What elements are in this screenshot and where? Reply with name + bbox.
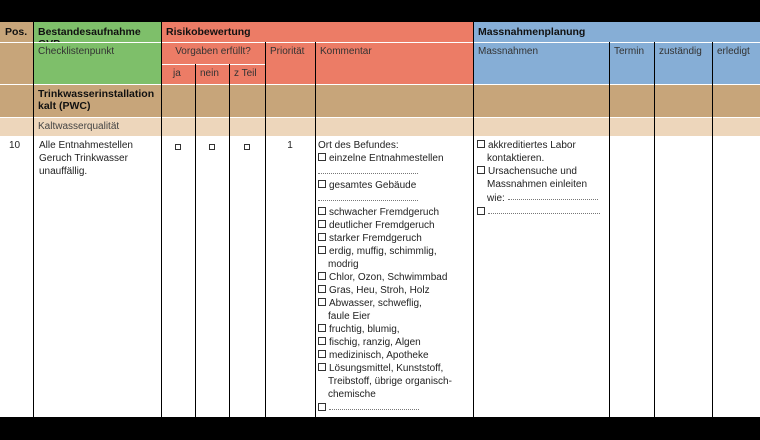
checkbox-icon [318, 272, 326, 280]
comment-item[interactable]: Lösungsmittel, Kunststoff, [318, 362, 473, 375]
checklistenpunkt-header: Checklistenpunkt [33, 42, 161, 84]
measure-item[interactable] [477, 205, 609, 219]
comment-item[interactable]: schwacher Fremdgeruch [318, 206, 473, 219]
comment-blank [318, 192, 473, 206]
checkbox-icon [318, 220, 326, 228]
blank-line [507, 191, 598, 200]
erledigt-header: erledigt [712, 42, 760, 84]
checkbox-icon [318, 233, 326, 241]
col-divider [654, 42, 655, 417]
checklist-table: Pos. Bestandesaufnahme GVP Risikobewertu… [0, 22, 760, 417]
comment-item[interactable]: erdig, muffig, schimmlig, [318, 245, 473, 258]
col-divider [609, 42, 610, 417]
ja-checkbox[interactable] [175, 144, 181, 150]
nein-header: nein [195, 64, 229, 84]
comment-cont: Treibstoff, übrige organisch- [328, 376, 452, 387]
checkbox-icon [318, 298, 326, 306]
zustaendig-header: zuständig [654, 42, 712, 84]
checkbox-icon [318, 246, 326, 254]
comment-cont: faule Eier [328, 311, 371, 322]
measures-block: akkreditiertes Labor kontaktieren. Ursac… [477, 139, 609, 219]
checkbox-icon [318, 337, 326, 345]
ja-header: ja [161, 64, 195, 84]
checkbox-icon [477, 166, 485, 174]
blank-line [488, 205, 600, 214]
subsection-separator [0, 136, 760, 137]
comment-cont: modrig [328, 259, 359, 270]
vorgaben-separator [161, 64, 265, 65]
blank-line [318, 165, 418, 174]
row-pos: 10 [9, 140, 21, 151]
comment-item[interactable]: fruchtig, blumig, [318, 323, 473, 336]
zteil-header: z Teil [229, 64, 265, 84]
col-divider [265, 42, 266, 417]
massnahmenplanung-header: Massnahmenplanung [473, 22, 760, 42]
measure-cont: kontaktieren. [487, 153, 545, 164]
comment-item[interactable]: medizinisch, Apotheke [318, 349, 473, 362]
col-divider [712, 42, 713, 417]
header-separator [0, 42, 760, 43]
comment-block: Ort des Befundes: einzelne Entnahmestell… [318, 139, 473, 415]
checkbox-icon [477, 207, 485, 215]
section-row [0, 84, 760, 117]
measure-cont: wie: [477, 191, 609, 205]
termin-header: Termin [609, 42, 654, 84]
checkbox-icon [318, 350, 326, 358]
measure-item[interactable]: akkreditiertes Labor [477, 139, 609, 152]
comment-item[interactable]: gesamtes Gebäude [318, 179, 473, 192]
checkbox-icon [318, 285, 326, 293]
row-priority: 1 [287, 140, 293, 151]
section-separator [0, 117, 760, 118]
comment-blank [318, 165, 473, 179]
zteil-checkbox[interactable] [244, 144, 250, 150]
nein-checkbox[interactable] [209, 144, 215, 150]
checkbox-icon [318, 324, 326, 332]
col-divider [473, 22, 474, 417]
col-divider [33, 22, 34, 417]
col-divider [315, 42, 316, 417]
bestandesaufnahme-header: Bestandesaufnahme GVP [33, 22, 161, 42]
comment-item[interactable]: einzelne Entnahmestellen [318, 152, 473, 165]
comment-item[interactable]: Chlor, Ozon, Schwimmbad [318, 271, 473, 284]
col-divider [161, 22, 162, 417]
comment-item[interactable]: deutlicher Fremdgeruch [318, 219, 473, 232]
comment-item[interactable]: Gras, Heu, Stroh, Holz [318, 284, 473, 297]
subheader-separator [0, 84, 760, 85]
comment-cont: chemische [328, 389, 376, 400]
vorgaben-header: Vorgaben erfüllt? [161, 42, 265, 64]
checkbox-icon [318, 153, 326, 161]
subsection-row [0, 117, 760, 136]
comment-item[interactable]: fischig, ranzig, Algen [318, 336, 473, 349]
massnahmen-header: Massnahmen [473, 42, 609, 84]
prioritaet-header: Priorität [265, 42, 315, 84]
kommentar-header: Kommentar [315, 42, 473, 84]
col-divider [229, 64, 230, 417]
comment-item[interactable] [318, 401, 473, 415]
blank-line [318, 192, 418, 201]
subsection-title: Kaltwasserqualität [38, 121, 120, 132]
checkbox-icon [477, 140, 485, 148]
risikobewertung-header: Risikobewertung [161, 22, 473, 42]
checkbox-icon [318, 363, 326, 371]
checkbox-icon [318, 180, 326, 188]
blank-line [329, 401, 419, 410]
row-checkpoint: Alle Entnahmestellen Geruch Trinkwasser … [39, 140, 133, 177]
checkbox-icon [318, 207, 326, 215]
checkbox-icon [318, 403, 326, 411]
measure-cont: Massnahmen einleiten [487, 179, 588, 190]
comment-item[interactable]: starker Fremdgeruch [318, 232, 473, 245]
section-title: Trinkwasserinstallation kalt (PWC) [38, 88, 155, 112]
col-divider [195, 64, 196, 417]
pos-header: Pos. [0, 22, 33, 84]
measure-item[interactable]: Ursachensuche und [477, 165, 609, 178]
comment-title: Ort des Befundes: [318, 140, 399, 151]
comment-item[interactable]: Abwasser, schweflig, [318, 297, 473, 310]
